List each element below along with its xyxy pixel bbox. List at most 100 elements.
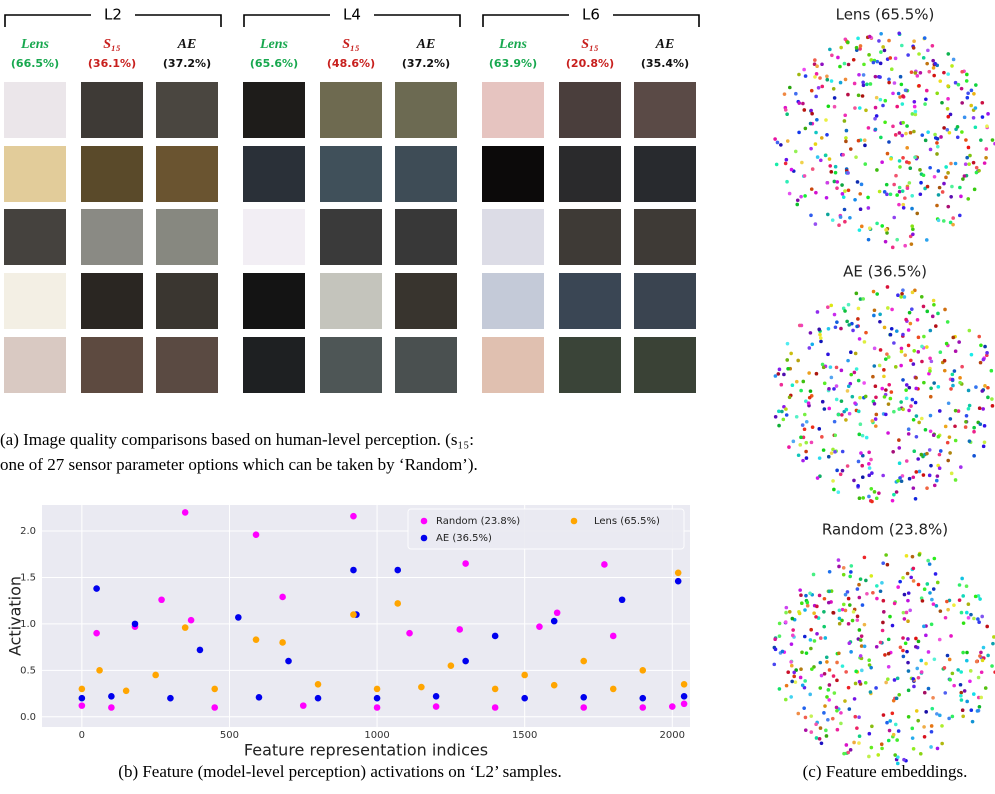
embedding-dot: [850, 394, 855, 399]
embedding-dot: [965, 95, 970, 100]
caption-b: (b) Feature (model-level perception) act…: [118, 762, 561, 781]
embedding-dot: [779, 382, 784, 387]
point: [580, 693, 588, 701]
embedding-dot: [840, 413, 844, 417]
embedding-dot: [868, 82, 873, 86]
embedding-dot: [856, 459, 861, 464]
embedding-dot: [897, 159, 902, 163]
embedding-dot: [979, 343, 983, 348]
embedding-dot: [897, 446, 902, 450]
embedding-dot: [853, 401, 857, 405]
embedding-dot: [835, 180, 840, 184]
embedding-dot: [947, 716, 951, 721]
point: [96, 667, 103, 674]
embedding-dot: [773, 637, 777, 642]
embedding-dot: [789, 660, 793, 664]
embedding-dot: [969, 612, 973, 617]
embedding-dot: [812, 611, 816, 616]
embedding-dot: [972, 91, 976, 96]
embedding-dot: [840, 607, 845, 612]
embedding-dot: [832, 179, 837, 184]
embedding-dot: [848, 574, 852, 579]
embedding-dot: [846, 384, 851, 389]
embedding-dot: [792, 670, 796, 675]
embedding-dot: [775, 140, 780, 145]
embedding-dot: [947, 657, 952, 662]
embedding-dot: [978, 654, 982, 658]
embedding-dot: [874, 395, 878, 400]
legend-label: AE (36.5%): [436, 533, 492, 544]
embedding-dot: [800, 423, 805, 427]
embedding-dot: [906, 432, 911, 436]
embedding-dot: [900, 43, 904, 48]
embedding-dot: [871, 289, 876, 294]
embedding-dot: [849, 372, 854, 377]
embedding-dot: [901, 94, 905, 98]
embedding-dot: [910, 736, 915, 740]
embedding-dot: [852, 81, 857, 86]
embedding-dot: [818, 726, 823, 730]
embedding-dot: [891, 732, 896, 737]
y-tick-label: 0.5: [20, 665, 36, 676]
embedding-dot: [858, 577, 863, 581]
point: [536, 623, 543, 630]
embedding-dot: [884, 388, 888, 392]
embedding-dot: [844, 128, 849, 133]
embedding-dot: [895, 193, 899, 197]
embedding-dot: [803, 74, 808, 78]
embedding-dot: [918, 70, 923, 75]
embedding-dot: [783, 161, 788, 166]
embedding-dot: [873, 384, 878, 389]
embedding-dot: [906, 660, 910, 665]
embedding-dot: [955, 135, 960, 140]
embedding-dot: [885, 192, 889, 197]
embedding-dot: [829, 79, 834, 83]
embedding-dot: [828, 365, 833, 369]
point: [350, 512, 357, 520]
embedding-dot: [791, 439, 796, 444]
embedding-dot: [854, 367, 859, 371]
column-name: AE: [416, 37, 436, 52]
sample-image: [156, 82, 218, 138]
embedding-dot: [799, 388, 803, 393]
embedding-dot: [962, 115, 967, 120]
column-name: Lens: [498, 37, 528, 52]
embedding-dot: [933, 136, 938, 140]
point: [601, 561, 608, 568]
embedding-dot: [911, 475, 916, 480]
embedding-dot: [878, 97, 883, 102]
embedding-dot: [817, 737, 822, 741]
embedding-dot: [913, 71, 918, 75]
group-label: L2: [104, 6, 122, 24]
embedding-dot: [782, 404, 786, 409]
sample-image: [559, 209, 621, 265]
embedding-dot: [913, 109, 918, 114]
embedding-dot: [925, 61, 929, 66]
embedding-dot: [861, 73, 866, 77]
embedding-dot: [910, 224, 915, 228]
embedding-dot: [856, 483, 860, 488]
embedding-dot: [810, 342, 815, 347]
embedding-dot: [876, 753, 881, 757]
embedding-dot: [942, 358, 947, 363]
point: [418, 683, 425, 691]
embedding-dot: [789, 642, 794, 646]
embedding-dot: [977, 334, 982, 339]
embedding-dot: [910, 307, 914, 311]
embedding-dot: [800, 601, 804, 605]
embedding-dot: [824, 195, 829, 200]
embedding-dot: [904, 459, 909, 463]
embedding-dot: [892, 81, 897, 85]
embedding-dot: [859, 451, 863, 455]
embedding-dot: [837, 651, 841, 656]
embedding-dot: [831, 674, 836, 678]
embedding-dot: [929, 745, 933, 749]
embedding-dot: [924, 97, 928, 102]
embedding-dot: [908, 321, 913, 326]
embedding-dot: [809, 714, 814, 718]
embedding-dot: [948, 220, 953, 225]
embedding-dot: [951, 57, 956, 62]
embedding-dot: [901, 610, 906, 615]
embedding-dot: [892, 341, 896, 345]
embedding-dot: [920, 359, 924, 364]
